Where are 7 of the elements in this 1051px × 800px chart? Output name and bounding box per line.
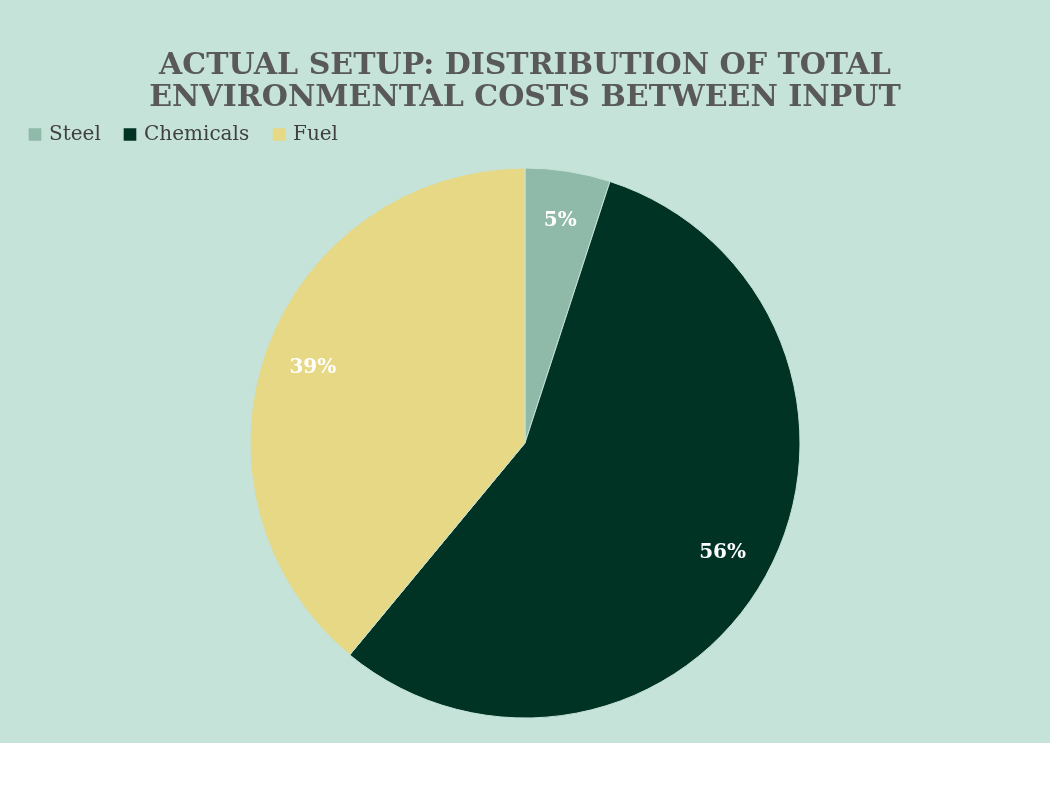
chart-title: ACTUAL SETUP: DISTRIBUTION OF TOTAL ENVIRONMENTAL COSTS BETWEEN INPUT: [149, 46, 902, 113]
legend-label: Chemicals: [144, 121, 250, 146]
data-label: 56%: [699, 538, 747, 563]
legend-label: Fuel: [293, 121, 338, 146]
data-label: 39%: [289, 353, 337, 378]
data-label: 5%: [543, 207, 577, 232]
legend-label: Steel: [49, 121, 101, 146]
